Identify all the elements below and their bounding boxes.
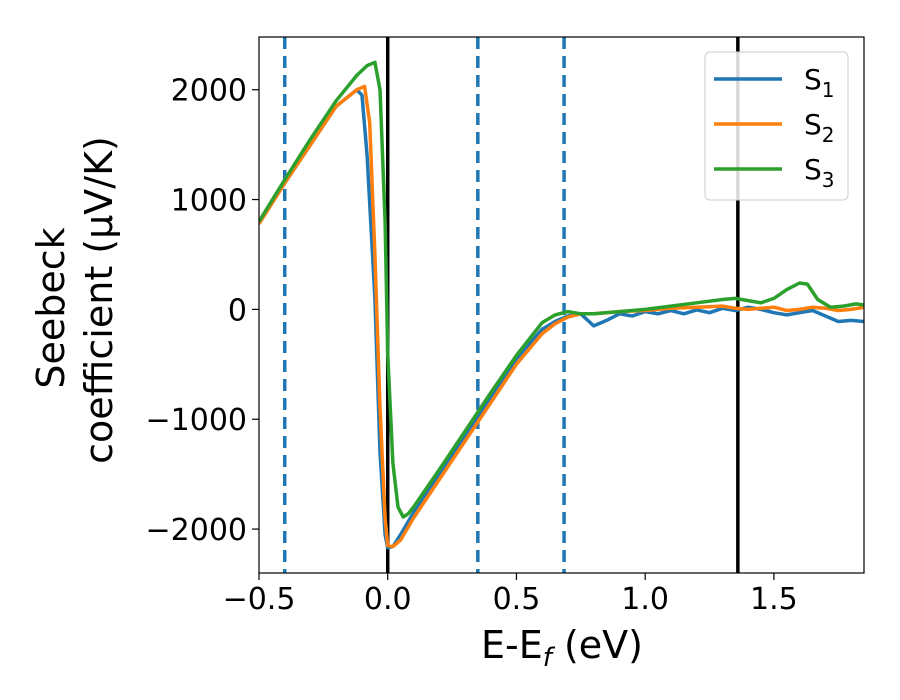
legend-label-sub: 3 <box>822 168 835 192</box>
series-line-S3 <box>259 60 864 519</box>
legend-label-sub: 2 <box>822 123 835 147</box>
x-axis-ticks: −0.5 0.0 0.5 1.0 1.5 <box>223 573 798 617</box>
legend-label-S2: S2 <box>804 108 835 147</box>
x-axis-title-main: E-E <box>481 623 543 667</box>
series-line-S2 <box>259 84 864 549</box>
legend-label-sub: 1 <box>822 78 835 102</box>
legend-label-S1: S1 <box>804 63 835 102</box>
legend-label-main: S <box>804 63 822 96</box>
x-tick-label: 0.5 <box>493 582 541 617</box>
x-axis-title: E-Ef (eV) <box>481 623 643 673</box>
y-tick-label: −1000 <box>146 403 247 438</box>
series-lines <box>259 60 864 550</box>
x-tick-label: 0.0 <box>364 582 412 617</box>
y-axis-title-line2: coefficient (μV/K) <box>77 136 121 464</box>
y-tick-label: 1000 <box>171 184 247 219</box>
x-axis-title-unit: (eV) <box>552 623 643 667</box>
legend-label-S3: S3 <box>804 153 835 192</box>
plot-frame <box>258 36 865 574</box>
legend-label-main: S <box>804 108 822 141</box>
y-tick-label: −2000 <box>146 513 247 548</box>
x-tick-label: 1.0 <box>621 582 669 617</box>
y-axis-title: Seebeck coefficient (μV/K) <box>29 136 121 464</box>
y-tick-label: 2000 <box>171 74 247 109</box>
y-axis-ticks: −2000 −1000 0 1000 2000 <box>146 74 259 548</box>
legend-box <box>704 51 849 201</box>
y-axis-title-line1: Seebeck <box>29 227 73 388</box>
legend-label-main: S <box>804 153 822 186</box>
y-tick-label: 0 <box>228 293 247 328</box>
x-tick-label: −0.5 <box>223 582 296 617</box>
x-tick-label: 1.5 <box>750 582 798 617</box>
